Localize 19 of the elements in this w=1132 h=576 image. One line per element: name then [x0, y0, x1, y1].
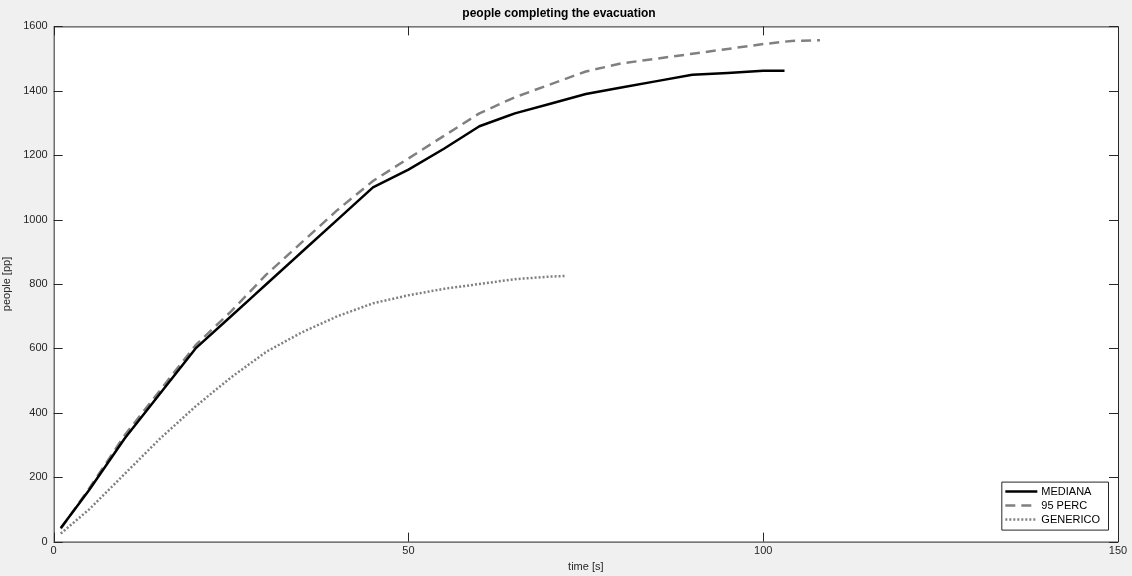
- y-tick-label: 400: [29, 405, 48, 418]
- legend-label: 95 PERC: [1041, 498, 1088, 511]
- y-axis-title: people [pp]: [0, 256, 12, 312]
- y-tick-label: 0: [41, 534, 48, 547]
- x-tick-label: 50: [402, 544, 415, 557]
- legend-label: GENERICO: [1041, 512, 1101, 525]
- y-tick-label: 1200: [23, 148, 48, 161]
- x-tick-label: 100: [754, 544, 773, 557]
- x-tick-label: 0: [50, 544, 57, 557]
- x-tick-label: 150: [1108, 544, 1128, 557]
- legend-label: MEDIANA: [1041, 484, 1093, 497]
- y-tick-label: 800: [29, 277, 48, 290]
- y-tick-label: 1000: [23, 212, 48, 225]
- y-tick-label: 200: [29, 470, 48, 483]
- y-tick-label: 1400: [23, 83, 48, 96]
- x-axis-title: time [s]: [568, 560, 604, 573]
- chart-title: people completing the evacuation: [462, 5, 656, 20]
- y-tick-label: 1600: [23, 19, 48, 32]
- y-tick-label: 600: [29, 341, 48, 354]
